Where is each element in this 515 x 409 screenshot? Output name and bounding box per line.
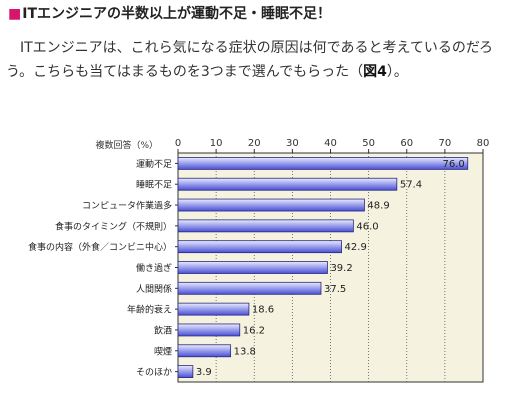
headline-square-mark: ■ bbox=[8, 6, 22, 22]
intro-end: ）。 bbox=[386, 64, 408, 80]
x-tick-label: 40 bbox=[324, 138, 337, 149]
value-label: 39.2 bbox=[330, 263, 352, 274]
bar bbox=[177, 365, 194, 378]
headline: ■ITエンジニアの半数以上が運動不足・睡眠不足！ bbox=[8, 4, 508, 24]
value-label: 13.8 bbox=[234, 346, 256, 357]
bar bbox=[177, 323, 241, 337]
value-label: 76.0 bbox=[442, 159, 464, 170]
intro-paragraph: ITエンジニアは、これら気になる症状の原因は何であると考えているのだろう。こちら… bbox=[6, 36, 506, 84]
category-label: そのほか bbox=[136, 367, 172, 378]
bar bbox=[177, 219, 354, 233]
headline-text: ITエンジニアの半数以上が運動不足・睡眠不足！ bbox=[22, 6, 331, 22]
category-label: 働き過ぎ bbox=[136, 262, 172, 274]
x-tick-label: 70 bbox=[439, 138, 452, 149]
bar bbox=[177, 302, 250, 316]
bar bbox=[177, 281, 322, 295]
intro-text: ITエンジニアは、これら気になる症状の原因は何であると考えているのだろう。こちら… bbox=[6, 40, 493, 80]
figure-reference: 図4 bbox=[363, 64, 387, 80]
category-label: コンピュータ作業過多 bbox=[82, 200, 172, 212]
value-label: 18.6 bbox=[252, 305, 274, 316]
category-label: 食事の内容（外食／コンビニ中心） bbox=[28, 241, 172, 253]
value-label: 42.9 bbox=[345, 242, 367, 253]
x-tick-label: 20 bbox=[248, 138, 261, 149]
x-tick-label: 30 bbox=[286, 138, 299, 149]
value-label: 37.5 bbox=[324, 284, 346, 295]
value-label: 46.0 bbox=[356, 221, 378, 232]
value-label: 16.2 bbox=[243, 325, 265, 336]
category-label: 飲酒 bbox=[154, 324, 172, 336]
x-tick-label: 80 bbox=[477, 138, 490, 149]
bar bbox=[177, 177, 398, 191]
x-tick-label: 50 bbox=[362, 138, 375, 149]
x-tick-label: 10 bbox=[210, 138, 223, 149]
value-label: 57.4 bbox=[400, 180, 422, 191]
category-label: 喫煙 bbox=[154, 345, 172, 357]
bar bbox=[177, 240, 342, 254]
category-label: 食事のタイミング（不規則） bbox=[55, 220, 172, 232]
axis-caption: 複数回答（%） bbox=[95, 139, 158, 151]
category-label: 年齢的衰え bbox=[127, 304, 172, 316]
bar bbox=[177, 261, 328, 274]
category-label: 睡眠不足 bbox=[136, 179, 172, 191]
value-label: 3.9 bbox=[196, 367, 212, 378]
value-label: 48.9 bbox=[367, 201, 389, 212]
category-label: 運動不足 bbox=[136, 159, 172, 170]
bar bbox=[177, 344, 232, 358]
category-label: 人間関係 bbox=[136, 284, 172, 295]
x-tick-label: 0 bbox=[175, 138, 181, 149]
x-tick-label: 60 bbox=[400, 138, 413, 149]
bar bbox=[177, 198, 365, 212]
bar bbox=[177, 157, 469, 170]
